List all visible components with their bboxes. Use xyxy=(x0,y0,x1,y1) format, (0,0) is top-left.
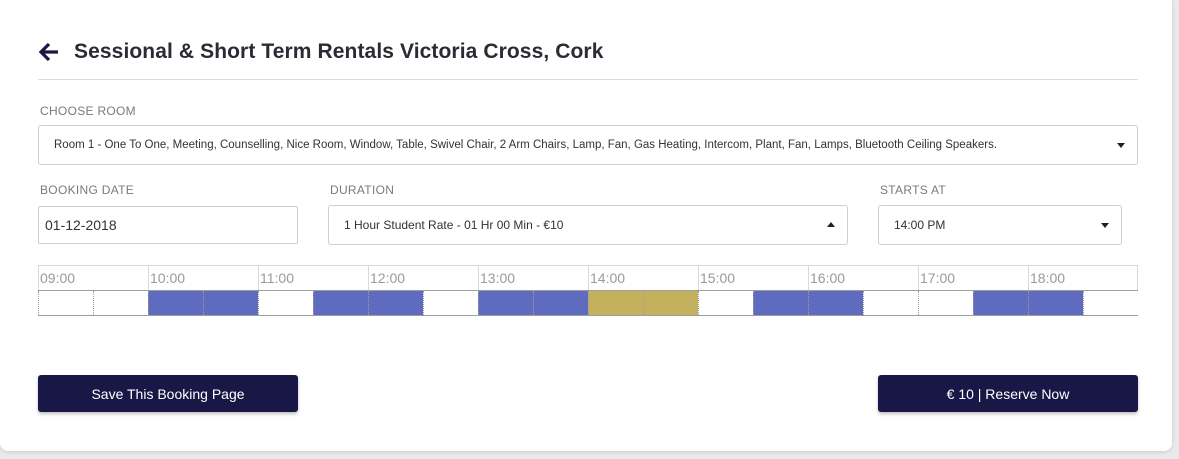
timeline-hour-label: 15:00 xyxy=(698,266,808,291)
timeline-hour-label: 14:00 xyxy=(588,266,698,291)
timeline-hour-label: 13:00 xyxy=(478,266,588,291)
page-header: Sessional & Short Term Rentals Victoria … xyxy=(38,36,603,68)
timeline-slots xyxy=(38,290,1138,316)
timeline-hour-label: 16:00 xyxy=(808,266,918,291)
timeline-hour-label: 17:00 xyxy=(918,266,1028,291)
starts-at-select[interactable]: 14:00 PM xyxy=(878,205,1122,245)
availability-timeline: 09:00 10:00 11:00 12:00 13:00 14:00 15:00 16:00… xyxy=(38,265,1138,316)
page-title: Sessional & Short Term Rentals Victoria … xyxy=(74,40,604,63)
timeline-slot-free[interactable] xyxy=(1083,291,1138,315)
timeline-slot-booked xyxy=(313,291,368,315)
timeline-hour-label: 18:00 xyxy=(1028,266,1138,291)
save-booking-page-button[interactable]: Save This Booking Page xyxy=(38,375,298,412)
timeline-slot-free[interactable] xyxy=(698,291,753,315)
timeline-hour-label: 09:00 xyxy=(38,266,148,291)
booking-date-input[interactable] xyxy=(38,206,298,244)
chevron-down-icon xyxy=(1101,223,1109,228)
room-select-value: Room 1 - One To One, Meeting, Counsellin… xyxy=(54,139,998,151)
timeline-hour-label: 10:00 xyxy=(148,266,258,291)
header-divider xyxy=(38,79,1138,80)
chevron-down-icon xyxy=(1117,143,1125,148)
timeline-slot-free[interactable] xyxy=(38,291,93,315)
timeline-hour-label: 12:00 xyxy=(368,266,478,291)
timeline-hours: 09:00 10:00 11:00 12:00 13:00 14:00 15:00 16:00… xyxy=(38,265,1138,291)
duration-select[interactable]: 1 Hour Student Rate - 01 Hr 00 Min - €10 xyxy=(328,205,848,245)
timeline-slot-free[interactable] xyxy=(863,291,918,315)
timeline-slot-booked xyxy=(973,291,1028,315)
timeline-slot-booked xyxy=(1028,291,1083,315)
chevron-up-icon xyxy=(827,222,835,227)
timeline-slot-booked xyxy=(203,291,258,315)
choose-room-label: CHOOSE ROOM xyxy=(40,104,136,118)
timeline-slot-booked xyxy=(478,291,533,315)
duration-select-value: 1 Hour Student Rate - 01 Hr 00 Min - €10 xyxy=(344,218,564,232)
timeline-slot-booked xyxy=(148,291,203,315)
timeline-hour-label: 11:00 xyxy=(258,266,368,291)
timeline-slot-selected xyxy=(588,291,643,315)
booking-card: Sessional & Short Term Rentals Victoria … xyxy=(0,0,1172,451)
room-select[interactable]: Room 1 - One To One, Meeting, Counsellin… xyxy=(38,125,1138,165)
timeline-slot-free[interactable] xyxy=(918,291,973,315)
timeline-slot-free[interactable] xyxy=(258,291,313,315)
timeline-slot-selected xyxy=(643,291,698,315)
booking-date-label: BOOKING DATE xyxy=(40,183,135,197)
duration-label: DURATION xyxy=(330,183,395,197)
timeline-slot-free[interactable] xyxy=(423,291,478,315)
timeline-slot-booked xyxy=(533,291,588,315)
timeline-slot-free[interactable] xyxy=(93,291,148,315)
reserve-now-button[interactable]: € 10 | Reserve Now xyxy=(878,375,1138,412)
arrow-left-icon[interactable] xyxy=(38,41,60,63)
timeline-slot-booked xyxy=(753,291,808,315)
starts-at-label: STARTS AT xyxy=(880,183,947,197)
timeline-slot-booked xyxy=(368,291,423,315)
starts-at-select-value: 14:00 PM xyxy=(894,218,946,232)
timeline-slot-booked xyxy=(808,291,863,315)
